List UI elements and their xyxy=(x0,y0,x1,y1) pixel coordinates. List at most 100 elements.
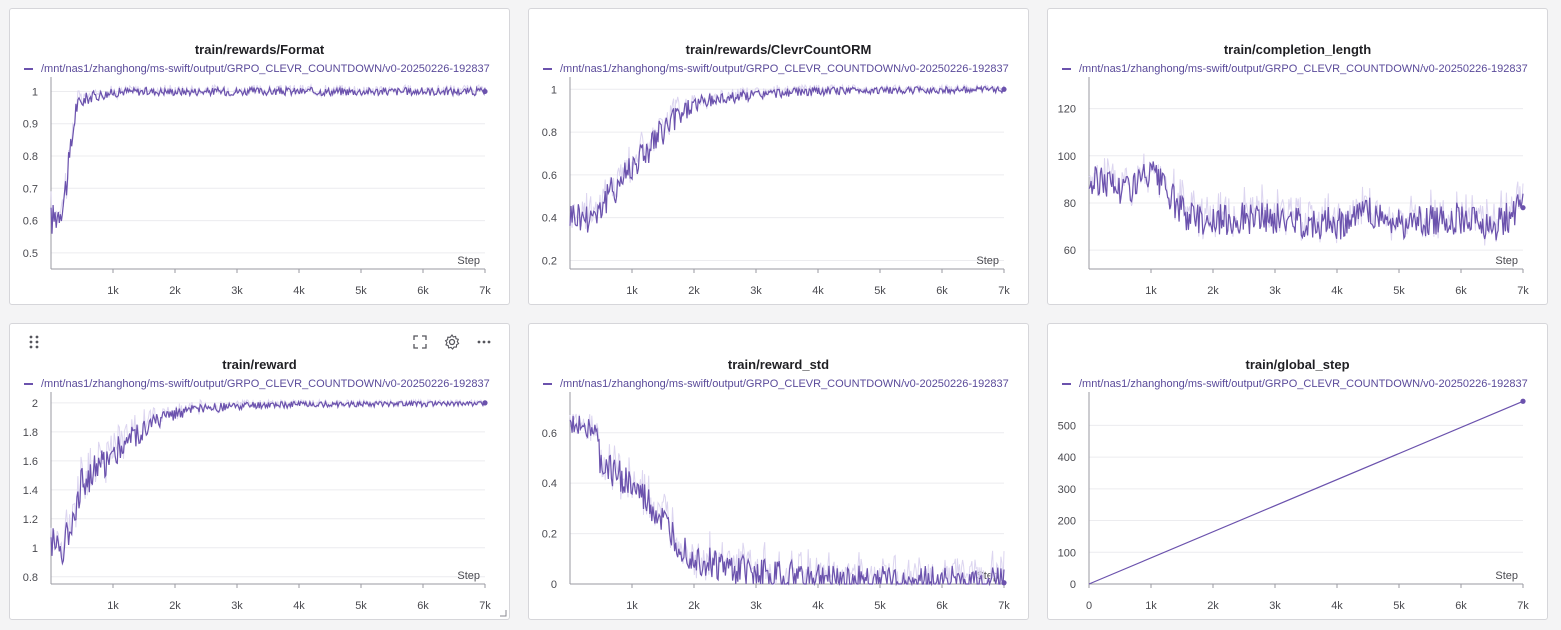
x-tick-label: 4k xyxy=(812,600,824,612)
panel-toolbar xyxy=(10,332,509,354)
chart-legend[interactable]: /mnt/nas1/zhanghong/ms-swift/output/GRPO… xyxy=(543,378,1022,390)
x-tick-label: 3k xyxy=(750,285,762,297)
y-tick-label: 0.8 xyxy=(542,127,557,139)
y-tick-label: 1.4 xyxy=(23,485,38,497)
chart-panel-global-step[interactable]: train/global_step /mnt/nas1/zhanghong/ms… xyxy=(1047,323,1548,620)
chart-panel-completion-length[interactable]: train/completion_length /mnt/nas1/zhangh… xyxy=(1047,8,1548,305)
chart-legend[interactable]: /mnt/nas1/zhanghong/ms-swift/output/GRPO… xyxy=(1062,63,1541,75)
x-tick-label: 2k xyxy=(169,285,181,297)
series-line xyxy=(50,399,485,566)
legend-label: /mnt/nas1/zhanghong/ms-swift/output/GRPO… xyxy=(41,378,490,390)
chart-legend[interactable]: /mnt/nas1/zhanghong/ms-swift/output/GRPO… xyxy=(24,63,503,75)
x-axis-label: Step xyxy=(457,570,480,582)
y-tick-label: 0.4 xyxy=(542,478,557,490)
y-tick-label: 300 xyxy=(1058,484,1076,496)
chart-panel-rewards-clevrcountorm[interactable]: train/rewards/ClevrCountORM /mnt/nas1/zh… xyxy=(528,8,1029,305)
chart-title: train/rewards/ClevrCountORM xyxy=(685,42,872,57)
x-tick-label: 2k xyxy=(169,600,181,612)
legend-swatch xyxy=(543,68,552,70)
y-tick-label: 0.8 xyxy=(23,151,38,163)
x-tick-label: 5k xyxy=(874,600,886,612)
series-endpoint xyxy=(1001,86,1007,92)
chart-plot[interactable]: 60 80 100 120 1k 2k 3k 4k 5k 6k 7k Step xyxy=(1048,9,1548,305)
x-tick-label: 1k xyxy=(626,600,638,612)
chart-legend[interactable]: /mnt/nas1/zhanghong/ms-swift/output/GRPO… xyxy=(543,63,1022,75)
y-tick-label: 0 xyxy=(1070,579,1076,591)
y-tick-label: 2 xyxy=(32,398,38,410)
chart-title: train/reward_std xyxy=(727,357,830,372)
y-tick-label: 1.2 xyxy=(23,514,38,526)
series-endpoint xyxy=(482,400,488,406)
legend-swatch xyxy=(543,383,552,385)
x-tick-label: 3k xyxy=(231,600,243,612)
x-tick-label: 4k xyxy=(1331,600,1343,612)
x-tick-label: 6k xyxy=(1455,600,1467,612)
y-tick-label: 1.8 xyxy=(23,427,38,439)
chart-plot[interactable]: 0.8 1 1.2 1.4 1.6 1.8 2 1k 2k 3k 4k 5k 6k 7k Step xyxy=(10,324,510,620)
chart-title: train/completion_length xyxy=(1223,42,1372,57)
x-tick-label: 6k xyxy=(417,600,429,612)
y-tick-label: 0.8 xyxy=(23,572,38,584)
x-tick-label: 6k xyxy=(1455,285,1467,297)
chart-title: train/reward xyxy=(222,357,297,372)
y-tick-label: 100 xyxy=(1058,151,1076,163)
x-tick-label: 5k xyxy=(874,285,886,297)
x-tick-label: 7k xyxy=(1517,600,1529,612)
y-tick-label: 80 xyxy=(1064,198,1076,210)
x-tick-label: 7k xyxy=(479,285,491,297)
x-tick-label: 7k xyxy=(998,285,1010,297)
more-icon[interactable] xyxy=(474,332,494,352)
x-tick-label: 6k xyxy=(936,285,948,297)
x-tick-label: 1k xyxy=(107,600,119,612)
chart-legend[interactable]: /mnt/nas1/zhanghong/ms-swift/output/GRPO… xyxy=(24,378,503,390)
y-tick-label: 0 xyxy=(551,579,557,591)
y-tick-label: 1.6 xyxy=(23,456,38,468)
fullscreen-icon[interactable] xyxy=(410,332,430,352)
gear-icon[interactable] xyxy=(442,332,462,352)
x-axis-label: Step xyxy=(976,255,999,267)
chart-plot[interactable]: 0 100 200 300 400 500 0 1k 2k 3k 4k 5k 6k 7k Step xyxy=(1048,324,1548,620)
series-endpoint xyxy=(1520,205,1526,211)
chart-panel-reward-std[interactable]: train/reward_std /mnt/nas1/zhanghong/ms-… xyxy=(528,323,1029,620)
x-tick-label: 4k xyxy=(293,600,305,612)
series-band xyxy=(50,398,486,562)
resize-handle-icon[interactable] xyxy=(499,609,507,617)
legend-swatch xyxy=(1062,68,1071,70)
x-tick-label: 7k xyxy=(479,600,491,612)
legend-label: /mnt/nas1/zhanghong/ms-swift/output/GRPO… xyxy=(1079,63,1528,75)
chart-plot[interactable]: 0.2 0.4 0.6 0.8 1 1k 2k 3k 4k 5k 6k 7k Step xyxy=(529,9,1029,305)
legend-label: /mnt/nas1/zhanghong/ms-swift/output/GRPO… xyxy=(560,378,1009,390)
x-axis-label: Step xyxy=(1495,570,1518,582)
y-tick-label: 60 xyxy=(1064,245,1076,257)
y-tick-label: 1 xyxy=(32,543,38,555)
x-tick-label: 4k xyxy=(812,285,824,297)
chart-legend[interactable]: /mnt/nas1/zhanghong/ms-swift/output/GRPO… xyxy=(1062,378,1541,390)
chart-plot[interactable]: 0.5 0.6 0.7 0.8 0.9 1 1k 2k 3k 4k 5k 6k 7k Step xyxy=(10,9,510,305)
y-tick-label: 1 xyxy=(551,84,557,96)
y-tick-label: 0.2 xyxy=(542,529,557,541)
series-line xyxy=(50,85,486,234)
x-axis-label: Step xyxy=(1495,255,1518,267)
y-tick-label: 0.6 xyxy=(542,170,557,182)
series-endpoint xyxy=(1520,398,1526,404)
x-tick-label: 4k xyxy=(293,285,305,297)
chart-panel-rewards-format[interactable]: train/rewards/Format /mnt/nas1/zhanghong… xyxy=(9,8,510,305)
y-tick-label: 0.4 xyxy=(542,213,557,225)
x-tick-label: 4k xyxy=(1331,285,1343,297)
x-tick-label: 5k xyxy=(1393,285,1405,297)
x-tick-label: 2k xyxy=(688,285,700,297)
series-line xyxy=(569,84,1005,233)
legend-swatch xyxy=(24,68,33,70)
y-tick-label: 400 xyxy=(1058,452,1076,464)
series-band xyxy=(569,83,1005,229)
x-tick-label: 6k xyxy=(417,285,429,297)
y-tick-label: 200 xyxy=(1058,516,1076,528)
x-tick-label: 3k xyxy=(1269,285,1281,297)
y-tick-label: 0.2 xyxy=(542,255,557,267)
x-tick-label: 2k xyxy=(1207,600,1219,612)
legend-label: /mnt/nas1/zhanghong/ms-swift/output/GRPO… xyxy=(1079,378,1528,390)
chart-panel-reward[interactable]: train/reward /mnt/nas1/zhanghong/ms-swif… xyxy=(9,323,510,620)
drag-handle-icon[interactable] xyxy=(24,332,44,352)
x-tick-label: 3k xyxy=(1269,600,1281,612)
